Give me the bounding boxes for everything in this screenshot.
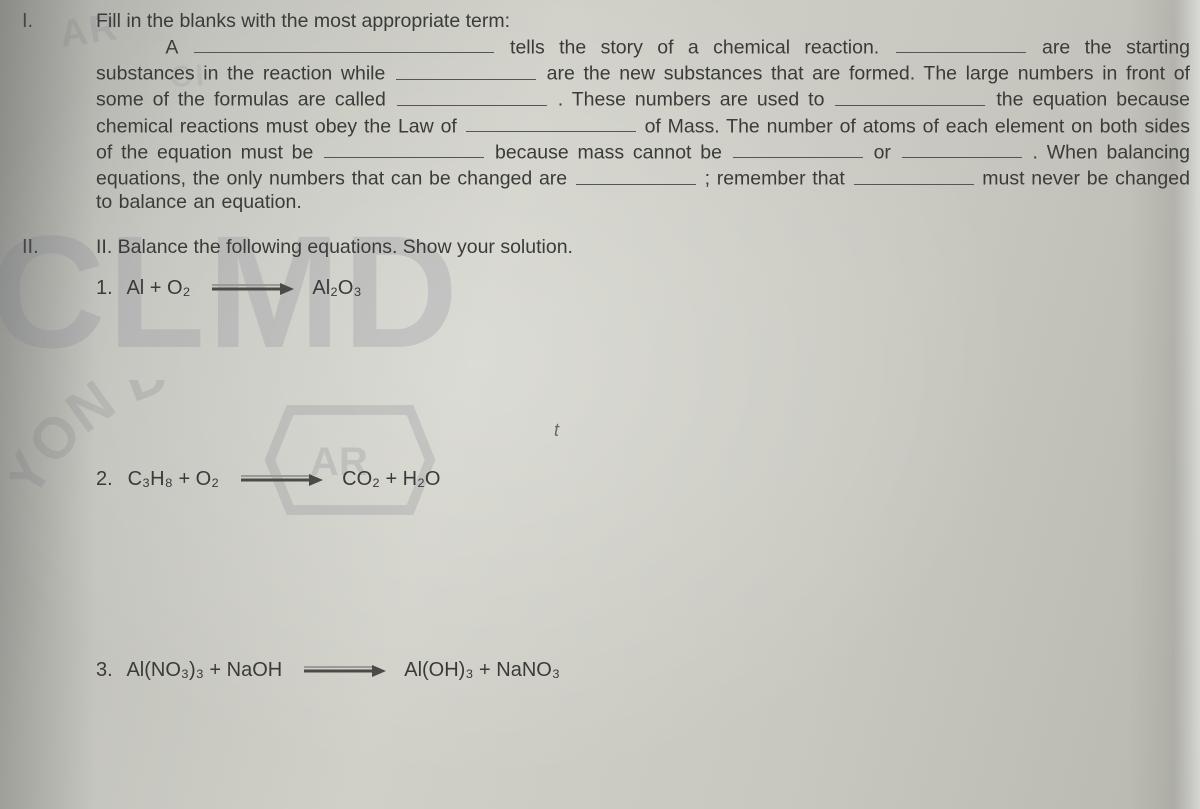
section-1-numeral: I. — [22, 10, 33, 33]
arrow-icon — [239, 473, 323, 487]
blank-9[interactable] — [902, 139, 1022, 159]
blank-3[interactable] — [396, 60, 536, 80]
equation-1: 1. Al + O₂ Al₂O₃ — [96, 277, 1180, 300]
fill-blank-paragraph: A tells the story of a chemical reaction… — [96, 34, 1190, 215]
blank-2[interactable] — [896, 34, 1026, 54]
blank-7[interactable] — [324, 139, 484, 159]
frag-11: or — [874, 141, 891, 163]
blank-4[interactable] — [397, 86, 547, 106]
eq1-lhs: Al + O₂ — [126, 277, 190, 299]
section-2-numeral: II. — [22, 236, 39, 259]
blank-8[interactable] — [733, 139, 863, 159]
eq2-lhs: C₃H₈ + O₂ — [128, 468, 219, 490]
blank-10[interactable] — [576, 165, 696, 185]
frag-4: are the new substances that are formed. … — [547, 63, 1009, 85]
frag-2: are the — [1042, 36, 1112, 58]
blank-5[interactable] — [835, 86, 985, 106]
equation-list: 1. Al + O₂ Al₂O₃ 2. C₃H₈ + O₂ — [96, 277, 1180, 682]
arrow-icon — [302, 664, 386, 678]
frag-1: tells the story of a chemical reaction. — [510, 36, 879, 58]
blank-6[interactable] — [466, 113, 636, 133]
eq3-number: 3. — [96, 659, 122, 682]
eq3-lhs: Al(NO₃)₃ + NaOH — [126, 659, 282, 681]
eq3-rhs: Al(OH)₃ + NaNO₃ — [404, 659, 560, 681]
blank-1[interactable] — [194, 34, 494, 54]
frag-8: of Mass. The number of atoms — [645, 115, 916, 137]
eq1-number: 1. — [96, 277, 122, 300]
frag-a: A — [165, 36, 177, 58]
eq1-rhs: Al₂O₃ — [312, 277, 361, 299]
frag-13: ; remember that — [705, 168, 845, 190]
equation-3: 3. Al(NO₃)₃ + NaOH Al(OH)₃ + NaNO₃ — [96, 659, 1180, 682]
stray-mark: t — [554, 420, 559, 441]
section-1: Fill in the blanks with the most appropr… — [96, 10, 1190, 215]
section-1-instruction: Fill in the blanks with the most appropr… — [96, 10, 1190, 34]
section-2-heading: II. Balance the following equations. Sho… — [96, 236, 1180, 259]
eq2-rhs: CO₂ + H₂O — [342, 468, 440, 490]
blank-11[interactable] — [854, 165, 974, 185]
equation-2: 2. C₃H₈ + O₂ CO₂ + H₂O — [96, 468, 1180, 491]
frag-10: because mass cannot be — [495, 141, 722, 163]
frag-6: . These numbers are used to — [558, 89, 825, 111]
eq2-number: 2. — [96, 468, 122, 491]
section-2: II. Balance the following equations. Sho… — [96, 236, 1180, 682]
arrow-icon — [210, 282, 294, 296]
left-margin: I. II. — [0, 0, 80, 809]
